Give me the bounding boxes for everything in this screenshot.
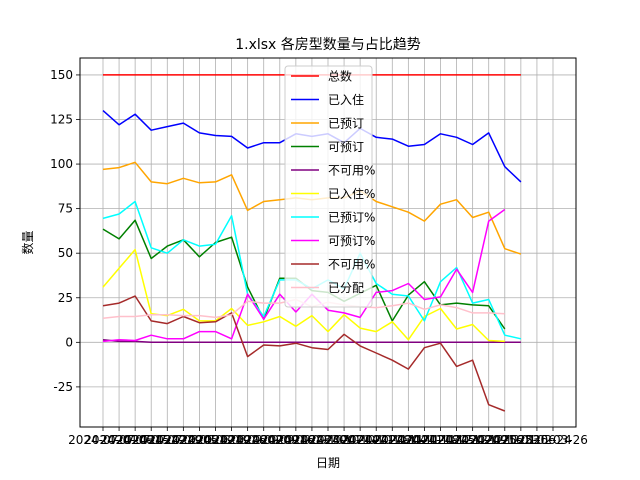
legend-box: [284, 65, 373, 308]
legend-label: 已预订: [328, 117, 364, 131]
y-tick-label: 50: [58, 246, 73, 260]
y-tick-label: 0: [65, 335, 73, 349]
y-tick-label: 25: [58, 291, 73, 305]
x-tick-label: 2024-10-21: [325, 433, 395, 447]
legend-label: 已预订%: [328, 211, 375, 225]
y-tick-label: 75: [58, 202, 73, 216]
x-tick-label: 2024-11-25: [406, 433, 476, 447]
x-tick-label: 2025-02-24: [502, 433, 572, 447]
x-tick-label: 2024-11-11: [373, 433, 443, 447]
x-tick-label: 2024-07-15: [100, 433, 170, 447]
legend-label: 可预订%: [328, 234, 375, 248]
x-tick-label: 2024-10-28: [341, 433, 411, 447]
y-tick-label: 150: [50, 68, 73, 82]
y-tick-label: -25: [53, 380, 73, 394]
x-tick-label: 2024-07-29: [132, 433, 202, 447]
series-line-4: [102, 338, 521, 344]
y-tick-label: 125: [50, 113, 73, 127]
x-tick-label: 2025-03-26: [518, 433, 588, 447]
series-lines: [102, 74, 522, 412]
x-tick-label: 2024-09-02: [213, 433, 283, 447]
x-tick-label: 2024-08-05: [148, 433, 218, 447]
y-tick-label: 100: [50, 157, 73, 171]
legend-label: 已分配: [328, 281, 364, 295]
x-tick-label: 2024-09-23: [261, 433, 331, 447]
x-tick-label: 2024-07-08: [84, 433, 154, 447]
x-tick-label: 2024-09-09: [229, 433, 299, 447]
x-tick-label: 2024-11-04: [357, 433, 427, 447]
legend-label: 不可用%: [328, 258, 375, 272]
legend-label: 不可用%: [328, 164, 375, 178]
x-tick-label: 2024-12-02: [422, 433, 492, 447]
axis-ticks: 2024-07-012024-07-082024-07-152024-07-22…: [50, 68, 588, 447]
series-line-8: [102, 295, 506, 412]
x-tick-label: 2024-12-09: [438, 433, 508, 447]
x-tick-label: 2024-11-18: [390, 433, 460, 447]
x-tick-label: 2024-09-16: [245, 433, 315, 447]
x-tick-label: 2024-12-23: [470, 433, 540, 447]
legend-label: 总数: [328, 69, 352, 84]
x-tick-label: 2024-09-30: [277, 433, 347, 447]
x-axis-label: 日期: [316, 456, 340, 470]
legend-label: 可预订: [328, 140, 364, 154]
x-tick-label: 2024-07-01: [68, 433, 138, 447]
y-axis-label: 数量: [20, 230, 35, 254]
x-tick-label: 2024-08-26: [197, 433, 267, 447]
legend-label: 已入住%: [328, 187, 375, 201]
legend-label: 已入住: [328, 93, 364, 107]
x-tick-label: 2024-07-22: [116, 433, 186, 447]
x-tick-label: 2024-08-19: [181, 433, 251, 447]
x-tick-label: 2024-08-12: [165, 433, 235, 447]
x-tick-label: 2024-10-14: [309, 433, 379, 447]
chart-title: 1.xlsx 各房型数量与占比趋势: [235, 37, 421, 53]
x-tick-label: 2025-01-06: [486, 433, 556, 447]
x-tick-label: 2024-10-07: [293, 433, 363, 447]
x-tick-label: 2024-12-16: [454, 433, 524, 447]
